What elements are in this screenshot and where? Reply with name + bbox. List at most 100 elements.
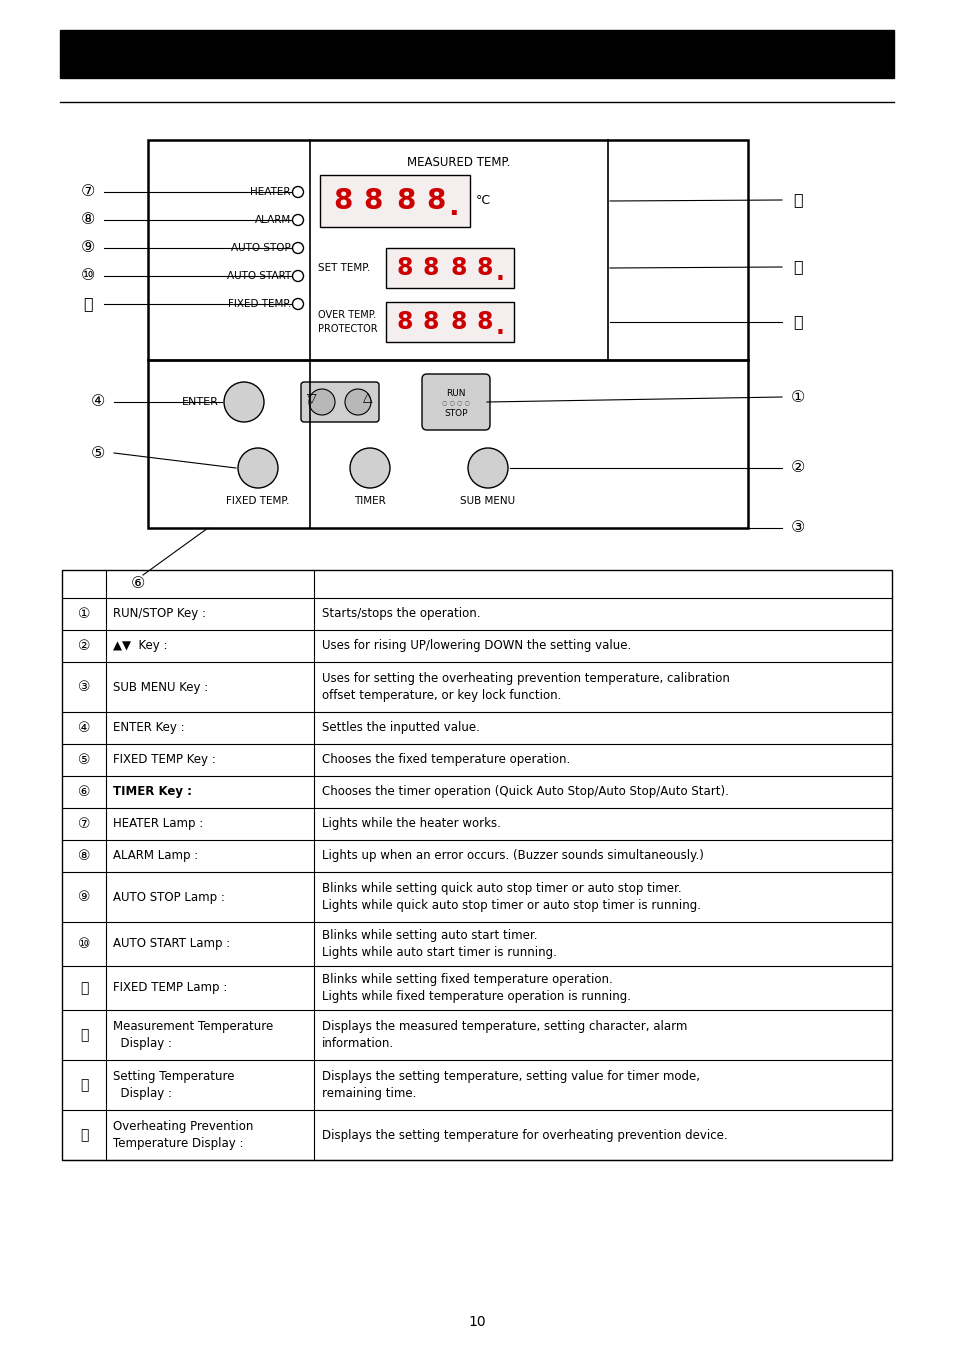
Text: ②: ② xyxy=(790,460,804,475)
Text: ③: ③ xyxy=(790,521,804,536)
Text: HEATER: HEATER xyxy=(251,188,291,197)
Text: SET TEMP.: SET TEMP. xyxy=(317,263,370,273)
Text: ⑩: ⑩ xyxy=(81,269,95,284)
Text: STOP: STOP xyxy=(444,409,467,417)
Text: Blinks while setting auto start timer.
Lights while auto start timer is running.: Blinks while setting auto start timer. L… xyxy=(322,929,557,958)
Text: ⑫: ⑫ xyxy=(80,1027,88,1042)
Text: 8: 8 xyxy=(425,188,445,215)
Text: ENTER: ENTER xyxy=(182,397,219,406)
Text: 8: 8 xyxy=(333,188,352,215)
Text: Blinks while setting quick auto stop timer or auto stop timer.
Lights while quic: Blinks while setting quick auto stop tim… xyxy=(322,882,700,913)
Text: RUN/STOP Key :: RUN/STOP Key : xyxy=(112,608,206,621)
Text: FIXED TEMP.: FIXED TEMP. xyxy=(226,495,290,506)
Text: Starts/stops the operation.: Starts/stops the operation. xyxy=(322,608,480,621)
Text: 8: 8 xyxy=(395,188,415,215)
Text: ⑥: ⑥ xyxy=(131,575,145,590)
Circle shape xyxy=(237,448,277,487)
Text: AUTO START: AUTO START xyxy=(227,271,291,281)
Text: ALARM Lamp :: ALARM Lamp : xyxy=(112,849,198,863)
Text: ⑨: ⑨ xyxy=(77,890,91,905)
Text: Lights while the heater works.: Lights while the heater works. xyxy=(322,818,500,830)
Text: TIMER: TIMER xyxy=(354,495,385,506)
Text: ⑤: ⑤ xyxy=(77,753,91,767)
Text: AUTO START Lamp :: AUTO START Lamp : xyxy=(112,937,230,950)
Text: ⑦: ⑦ xyxy=(81,185,95,200)
Text: ⑧: ⑧ xyxy=(81,212,95,228)
Text: .: . xyxy=(448,193,458,221)
Text: ▲▼  Key :: ▲▼ Key : xyxy=(112,640,168,652)
Bar xyxy=(386,302,514,342)
Text: ⑭: ⑭ xyxy=(80,1129,88,1142)
Text: OVER TEMP.: OVER TEMP. xyxy=(317,310,375,320)
Text: FIXED TEMP.: FIXED TEMP. xyxy=(228,298,291,309)
Text: ①: ① xyxy=(77,608,91,621)
Text: ⑨: ⑨ xyxy=(81,240,95,255)
Bar xyxy=(62,570,891,1160)
Text: ⑪: ⑪ xyxy=(80,981,88,995)
Text: ENTER Key :: ENTER Key : xyxy=(112,721,185,734)
Text: 8: 8 xyxy=(422,256,438,279)
Text: ○ ○ ○ ○: ○ ○ ○ ○ xyxy=(441,401,470,405)
Bar xyxy=(386,248,514,288)
Text: ⑪: ⑪ xyxy=(83,297,92,312)
Text: AUTO STOP Lamp :: AUTO STOP Lamp : xyxy=(112,891,225,903)
Circle shape xyxy=(224,382,264,423)
Text: ⑦: ⑦ xyxy=(77,817,91,832)
Circle shape xyxy=(345,389,371,414)
Text: Displays the setting temperature, setting value for timer mode,
remaining time.: Displays the setting temperature, settin… xyxy=(322,1071,700,1100)
Text: Uses for setting the overheating prevention temperature, calibration
offset temp: Uses for setting the overheating prevent… xyxy=(322,672,729,702)
Text: 8: 8 xyxy=(476,310,493,333)
Text: Settles the inputted value.: Settles the inputted value. xyxy=(322,721,479,734)
Text: ⑫: ⑫ xyxy=(792,193,802,208)
Text: ⑬: ⑬ xyxy=(792,259,802,274)
Text: ALARM: ALARM xyxy=(254,215,291,225)
Text: ⑥: ⑥ xyxy=(77,784,91,799)
Text: °C: °C xyxy=(476,194,491,208)
Text: ⑤: ⑤ xyxy=(91,446,105,460)
Text: Measurement Temperature
  Display :: Measurement Temperature Display : xyxy=(112,1021,273,1050)
Bar xyxy=(60,30,893,78)
Text: Displays the measured temperature, setting character, alarm
information.: Displays the measured temperature, setti… xyxy=(322,1021,687,1050)
Text: TIMER Key :: TIMER Key : xyxy=(112,786,192,798)
FancyBboxPatch shape xyxy=(301,382,378,423)
Text: ②: ② xyxy=(77,639,91,653)
Text: △: △ xyxy=(363,392,373,405)
Text: ⑭: ⑭ xyxy=(792,315,802,329)
Text: AUTO STOP: AUTO STOP xyxy=(231,243,291,252)
Text: Blinks while setting fixed temperature operation.
Lights while fixed temperature: Blinks while setting fixed temperature o… xyxy=(322,973,630,1003)
Text: Overheating Prevention
Temperature Display :: Overheating Prevention Temperature Displ… xyxy=(112,1120,253,1150)
Text: 8: 8 xyxy=(476,256,493,279)
Text: SUB MENU: SUB MENU xyxy=(460,495,515,506)
Text: .: . xyxy=(495,261,504,285)
Text: 8: 8 xyxy=(450,256,467,279)
Circle shape xyxy=(350,448,390,487)
Bar xyxy=(148,140,747,528)
Text: Chooses the timer operation (Quick Auto Stop/Auto Stop/Auto Start).: Chooses the timer operation (Quick Auto … xyxy=(322,786,728,798)
Text: 8: 8 xyxy=(422,310,438,333)
Text: MEASURED TEMP.: MEASURED TEMP. xyxy=(407,155,510,169)
Text: Uses for rising UP/lowering DOWN the setting value.: Uses for rising UP/lowering DOWN the set… xyxy=(322,640,631,652)
Text: SUB MENU Key :: SUB MENU Key : xyxy=(112,680,208,694)
Text: Setting Temperature
  Display :: Setting Temperature Display : xyxy=(112,1071,234,1100)
Text: RUN: RUN xyxy=(446,389,465,397)
Bar xyxy=(319,176,470,227)
Text: ⑬: ⑬ xyxy=(80,1079,88,1092)
Text: FIXED TEMP Lamp :: FIXED TEMP Lamp : xyxy=(112,981,227,995)
Circle shape xyxy=(468,448,507,487)
Text: 8: 8 xyxy=(450,310,467,333)
Text: ⑧: ⑧ xyxy=(77,849,91,863)
Text: PROTECTOR: PROTECTOR xyxy=(317,324,377,333)
Text: 10: 10 xyxy=(468,1315,485,1328)
Text: .: . xyxy=(495,315,504,339)
Text: 8: 8 xyxy=(362,188,382,215)
FancyBboxPatch shape xyxy=(421,374,490,431)
Text: ▽: ▽ xyxy=(307,392,316,405)
Text: FIXED TEMP Key :: FIXED TEMP Key : xyxy=(112,753,215,767)
Text: ①: ① xyxy=(790,390,804,405)
Text: HEATER Lamp :: HEATER Lamp : xyxy=(112,818,203,830)
Text: ⑩: ⑩ xyxy=(77,937,91,950)
Text: Displays the setting temperature for overheating prevention device.: Displays the setting temperature for ove… xyxy=(322,1129,727,1142)
Circle shape xyxy=(309,389,335,414)
Text: 8: 8 xyxy=(396,256,413,279)
Text: ④: ④ xyxy=(91,394,105,409)
